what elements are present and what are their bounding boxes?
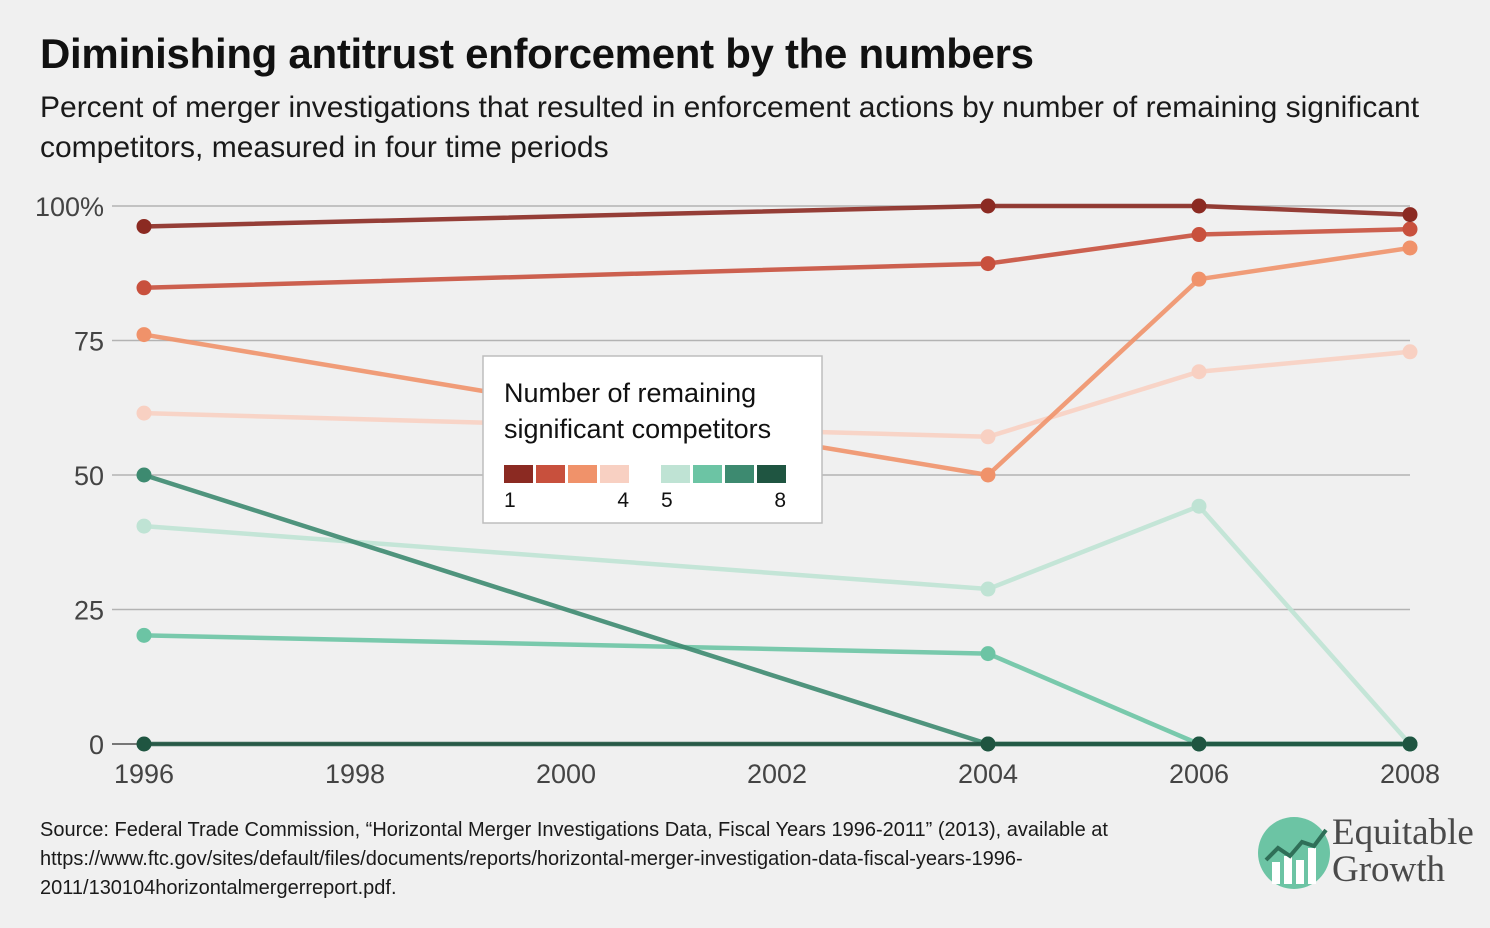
legend-label-1: 1 <box>504 489 516 512</box>
legend-swatch-1 <box>504 465 533 483</box>
data-point-series-5 <box>980 581 996 597</box>
data-point-series-3 <box>136 327 152 343</box>
legend-swatch-8 <box>757 465 786 483</box>
series-line-2 <box>143 226 1411 291</box>
legend-box <box>482 355 823 524</box>
data-point-series-8 <box>1402 736 1418 752</box>
legend-swatch-2 <box>536 465 565 483</box>
x-tick-label: 2008 <box>1380 759 1440 789</box>
data-point-series-4 <box>1191 364 1207 380</box>
rising-chart-icon <box>1258 817 1330 889</box>
data-point-series-1 <box>1402 207 1418 223</box>
data-point-series-4 <box>980 429 996 445</box>
data-point-series-4 <box>136 405 152 421</box>
data-point-series-6 <box>136 627 152 643</box>
data-point-series-4 <box>1402 344 1418 360</box>
legend-swatch-5 <box>661 465 690 483</box>
source-note: Source: Federal Trade Commission, “Horiz… <box>40 819 1108 899</box>
legend-swatch-7 <box>725 465 754 483</box>
data-point-series-2 <box>1402 221 1418 237</box>
logo-wordmark: Equitable Growth <box>1332 814 1474 888</box>
x-tick-label: 2000 <box>536 759 596 789</box>
data-point-series-2 <box>980 256 996 272</box>
legend-swatch-4 <box>600 465 629 483</box>
legend-title-line-2: significant competitors <box>504 414 771 444</box>
data-point-series-2 <box>1191 227 1207 243</box>
x-tick-label: 2002 <box>747 759 807 789</box>
data-point-series-1 <box>980 198 996 214</box>
legend-title-line-1: Number of remaining <box>504 378 756 408</box>
data-point-series-8 <box>1191 736 1207 752</box>
data-point-series-6 <box>980 646 996 662</box>
legend-label-4: 4 <box>617 489 629 512</box>
data-point-series-5 <box>1191 498 1207 514</box>
x-tick-label: 1996 <box>114 759 174 789</box>
legend-swatch-3 <box>568 465 597 483</box>
data-point-series-1 <box>1191 198 1207 214</box>
legend-label-5: 5 <box>661 489 673 512</box>
y-tick-label: 0 <box>89 730 104 760</box>
data-point-series-3 <box>1191 271 1207 287</box>
data-point-series-3 <box>980 467 996 483</box>
data-point-series-8 <box>136 736 152 752</box>
x-tick-label: 2006 <box>1169 759 1229 789</box>
data-point-series-5 <box>136 518 152 534</box>
y-tick-label: 25 <box>74 596 104 626</box>
chart-subtitle: Percent of merger investigations that re… <box>40 91 1420 164</box>
logo-line-1: Equitable <box>1332 812 1474 853</box>
legend-swatch-6 <box>693 465 722 483</box>
legend-label-8: 8 <box>774 489 786 512</box>
data-point-series-3 <box>1402 240 1418 256</box>
y-tick-label: 75 <box>74 327 104 357</box>
equitable-growth-logo: Equitable Growth <box>1258 808 1490 898</box>
data-point-series-7 <box>136 467 152 483</box>
series-line-5 <box>143 503 1412 746</box>
series-line-1 <box>143 203 1411 229</box>
series-line-6 <box>143 633 1410 747</box>
y-tick-label: 100% <box>35 192 104 222</box>
data-point-series-2 <box>136 280 152 296</box>
line-chart: 0 25 50 75 100% 1996 1998 2000 2002 2004 2006 2008 N… <box>35 192 1440 789</box>
data-point-series-8 <box>980 736 996 752</box>
logo-line-2: Growth <box>1332 849 1446 890</box>
data-point-series-1 <box>136 218 152 234</box>
y-tick-label: 50 <box>74 461 104 491</box>
chart-title: Diminishing antitrust enforcement by the… <box>40 30 1034 77</box>
x-tick-label: 1998 <box>325 759 385 789</box>
x-tick-label: 2004 <box>958 759 1018 789</box>
